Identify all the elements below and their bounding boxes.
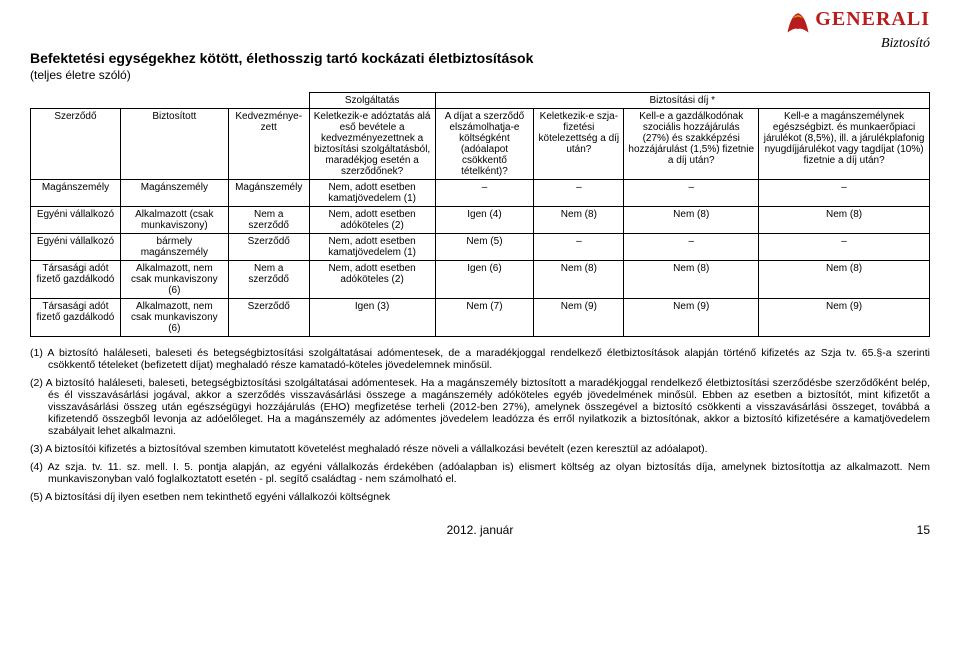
cell: Nem (8) — [759, 261, 930, 299]
page-title: Befektetési egységekhez kötött, élethoss… — [30, 50, 930, 66]
cell: Egyéni vállalkozó — [31, 207, 121, 234]
cell: Nem, adott esetben kamatjövedelem (1) — [309, 234, 435, 261]
cell: – — [624, 180, 759, 207]
cell: Alkalmazott, nem csak munkaviszony (6) — [120, 299, 228, 337]
cell: – — [435, 180, 534, 207]
col-jarulek: Kell-e a magánszemélynek egészségbizt. é… — [759, 109, 930, 180]
group-blank — [31, 93, 310, 109]
cell: bármely magánszemély — [120, 234, 228, 261]
cell: Nem (5) — [435, 234, 534, 261]
cell: Nem (8) — [624, 207, 759, 234]
table-body: MagánszemélyMagánszemélyMagánszemélyNem,… — [31, 180, 930, 337]
cell: – — [624, 234, 759, 261]
cell: – — [759, 180, 930, 207]
brand-logo: GENERALI Biztosító — [784, 8, 930, 52]
footnotes: (1) A biztosító haláleseti, baleseti és … — [30, 347, 930, 503]
group-fee: Biztosítási díj * — [435, 93, 929, 109]
cell: Nem (8) — [534, 207, 624, 234]
cell: Nem (8) — [534, 261, 624, 299]
table-row: MagánszemélyMagánszemélyMagánszemélyNem,… — [31, 180, 930, 207]
cell: Magánszemély — [31, 180, 121, 207]
cell: Igen (6) — [435, 261, 534, 299]
note-5: (5) A biztosítási díj ilyen esetben nem … — [30, 491, 930, 503]
note-1: (1) A biztosító haláleseti, baleseti és … — [30, 347, 930, 371]
table-row: Egyéni vállalkozóAlkalmazott (csak munka… — [31, 207, 930, 234]
cell: Alkalmazott, nem csak munkaviszony (6) — [120, 261, 228, 299]
col-szocialis: Kell-e a gazdálkodónak szociális hozzájá… — [624, 109, 759, 180]
cell: Nem (8) — [759, 207, 930, 234]
cell: Nem a szerződő — [228, 261, 309, 299]
cell: Nem (9) — [759, 299, 930, 337]
brand-name: GENERALI — [815, 8, 930, 30]
cell: Igen (4) — [435, 207, 534, 234]
cell: Szerződő — [228, 234, 309, 261]
cell: Nem (8) — [624, 261, 759, 299]
cell: Nem (7) — [435, 299, 534, 337]
col-szerzodo: Szerződő — [31, 109, 121, 180]
cell: Nem (9) — [534, 299, 624, 337]
page-subtitle: (teljes életre szóló) — [30, 68, 930, 82]
insurance-table: Szolgáltatás Biztosítási díj * Szerződő … — [30, 92, 930, 337]
col-kedvezmenyezett: Kedvezménye­zett — [228, 109, 309, 180]
cell: Társasági adót fizető gazdálkodó — [31, 299, 121, 337]
cell: – — [534, 180, 624, 207]
cell: Nem, adott esetben adóköteles (2) — [309, 207, 435, 234]
col-biztositott: Biztosított — [120, 109, 228, 180]
note-2: (2) A biztosító haláleseti, baleseti, be… — [30, 377, 930, 437]
col-elszamolhatja: A díjat a szerződő elszámolhatja-e költs… — [435, 109, 534, 180]
col-szja: Keletkezik-e szja-fizetési kötelezettség… — [534, 109, 624, 180]
cell: Nem, adott esetben adóköteles (2) — [309, 261, 435, 299]
lion-icon — [784, 8, 812, 36]
cell: Szerződő — [228, 299, 309, 337]
col-keletkezik-bevetel: Keletkezik-e adóztatás alá eső bevétele … — [309, 109, 435, 180]
cell: Nem (9) — [624, 299, 759, 337]
footer-page: 15 — [890, 523, 930, 537]
cell: Magánszemély — [120, 180, 228, 207]
table-row: Társasági adót fizető gazdálkodóAlkalmaz… — [31, 261, 930, 299]
note-3: (3) A biztosítói kifizetés a biztosítóva… — [30, 443, 930, 455]
brand-subtitle: Biztosító — [881, 36, 930, 51]
footer-date: 2012. január — [70, 523, 890, 537]
cell: Nem a szerződő — [228, 207, 309, 234]
cell: – — [534, 234, 624, 261]
cell: – — [759, 234, 930, 261]
group-service: Szolgáltatás — [309, 93, 435, 109]
cell: Nem, adott esetben kamatjövedelem (1) — [309, 180, 435, 207]
note-4: (4) Az szja. tv. 11. sz. mell. I. 5. pon… — [30, 461, 930, 485]
cell: Alkalmazott (csak munkaviszony) — [120, 207, 228, 234]
cell: Társasági adót fizető gazdálkodó — [31, 261, 121, 299]
page-footer: 2012. január 15 — [30, 523, 930, 537]
table-row: Egyéni vállalkozóbármely magánszemélySze… — [31, 234, 930, 261]
table-row: Társasági adót fizető gazdálkodóAlkalmaz… — [31, 299, 930, 337]
cell: Igen (3) — [309, 299, 435, 337]
cell: Egyéni vállalkozó — [31, 234, 121, 261]
cell: Magánszemély — [228, 180, 309, 207]
